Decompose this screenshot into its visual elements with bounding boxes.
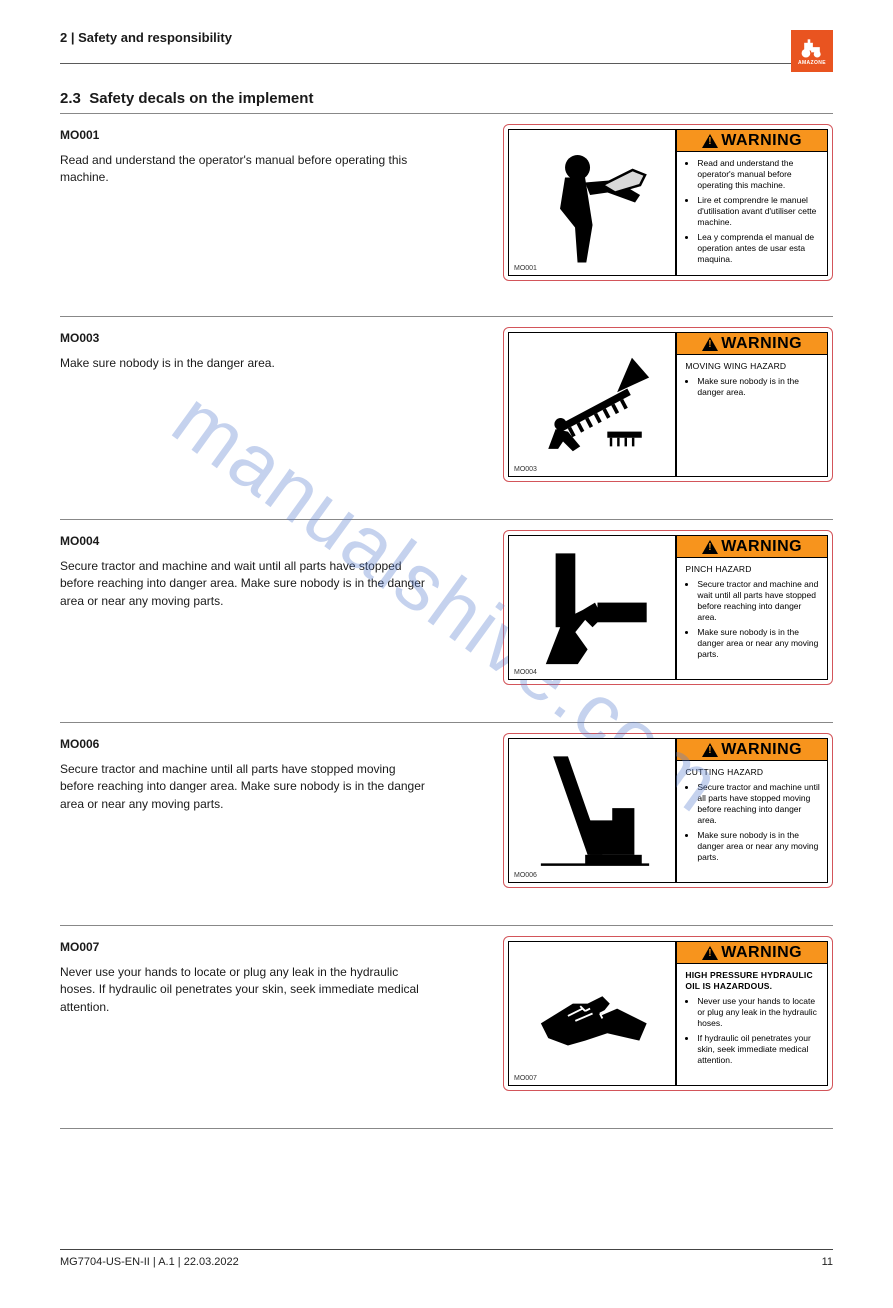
decal-ref: MO003 <box>60 331 430 345</box>
warning-word: WARNING <box>721 741 802 759</box>
mocode-text: MO006 <box>513 872 538 879</box>
warning-label: MO001 WARNING Read and understand the op… <box>503 124 833 281</box>
section-number: 2.3 <box>60 90 81 107</box>
decal-row: MO007 Never use your hands to locate or … <box>60 925 833 1128</box>
warning-bullet: Make sure nobody is in the danger area. <box>697 376 821 398</box>
section-title: Safety decals on the implement <box>89 90 313 107</box>
warning-bullet: Make sure nobody is in the danger area o… <box>697 627 821 660</box>
decal-desc: Make sure nobody is in the danger area. <box>60 355 430 372</box>
alert-icon <box>702 337 718 351</box>
decal-ref: MO001 <box>60 128 430 142</box>
warning-word: WARNING <box>721 335 802 353</box>
warning-label: MO007 WARNING HIGH PRESSURE HYDRAULIC OI… <box>503 936 833 1091</box>
warning-pictogram: MO006 <box>508 738 676 883</box>
warning-body: HIGH PRESSURE HYDRAULIC OIL IS HAZARDOUS… <box>677 964 827 1076</box>
decal-desc: Secure tractor and machine until all par… <box>60 761 430 813</box>
warning-body: MOVING WING HAZARD Make sure nobody is i… <box>677 355 827 408</box>
mocode-text: MO007 <box>513 1075 538 1082</box>
warning-body: Read and understand the operator's manua… <box>677 152 827 275</box>
warning-bullet: Lire et comprendre le manuel d'utilisati… <box>697 195 821 228</box>
warning-body: CUTTING HAZARD Secure tractor and machin… <box>677 761 827 873</box>
decal-ref: MO007 <box>60 940 430 954</box>
warning-pictogram: MO003 <box>508 332 676 477</box>
warning-word: WARNING <box>721 132 802 150</box>
warning-bullet: Secure tractor and machine and wait unti… <box>697 579 821 623</box>
alert-icon <box>702 134 718 148</box>
warning-subhead: PINCH HAZARD <box>685 564 821 575</box>
warning-pictogram: MO007 <box>508 941 676 1086</box>
warning-label: MO003 WARNING MOVING WING HAZARD Make su… <box>503 327 833 482</box>
brand-text: AMAZONE <box>798 60 826 66</box>
decal-ref: MO004 <box>60 534 430 548</box>
alert-icon <box>702 946 718 960</box>
decal-row: MO006 Secure tractor and machine until a… <box>60 722 833 925</box>
warning-header: WARNING <box>677 130 827 152</box>
decal-desc: Read and understand the operator's manua… <box>60 152 430 187</box>
warning-header: WARNING <box>677 536 827 558</box>
page-footer: MG7704-US-EN-II | A.1 | 22.03.2022 11 <box>60 1249 833 1268</box>
warning-pictogram: MO004 <box>508 535 676 680</box>
warning-subhead: MOVING WING HAZARD <box>685 361 821 372</box>
warning-bullet: Secure tractor and machine until all par… <box>697 782 821 826</box>
warning-bullet: Lea y comprenda el manual de operation a… <box>697 232 821 265</box>
warning-subhead: HIGH PRESSURE HYDRAULIC OIL IS HAZARDOUS… <box>685 970 821 992</box>
decal-desc: Never use your hands to locate or plug a… <box>60 964 430 1016</box>
warning-word: WARNING <box>721 538 802 556</box>
chapter-heading: 2 | Safety and responsibility <box>60 30 833 45</box>
footer-left: MG7704-US-EN-II | A.1 | 22.03.2022 <box>60 1256 239 1268</box>
warning-label: MO006 WARNING CUTTING HAZARD Secure trac… <box>503 733 833 888</box>
warning-label: MO004 WARNING PINCH HAZARD Secure tracto… <box>503 530 833 685</box>
alert-icon <box>702 540 718 554</box>
mocode-text: MO001 <box>513 265 538 272</box>
decal-row: MO003 Make sure nobody is in the danger … <box>60 316 833 519</box>
top-rule <box>60 63 833 64</box>
warning-header: WARNING <box>677 942 827 964</box>
section-bottom-rule <box>60 1128 833 1129</box>
decal-row: MO004 Secure tractor and machine and wai… <box>60 519 833 722</box>
warning-bullet: Never use your hands to locate or plug a… <box>697 996 821 1029</box>
warning-bullet: If hydraulic oil penetrates your skin, s… <box>697 1033 821 1066</box>
warning-bullet: Read and understand the operator's manua… <box>697 158 821 191</box>
warning-body: PINCH HAZARD Secure tractor and machine … <box>677 558 827 670</box>
warning-bullet: Make sure nobody is in the danger area o… <box>697 830 821 863</box>
brand-logo: AMAZONE <box>791 30 833 72</box>
warning-pictogram: MO001 <box>508 129 676 276</box>
decal-ref: MO006 <box>60 737 430 751</box>
mocode-text: MO004 <box>513 669 538 676</box>
footer-page-number: 11 <box>822 1256 833 1268</box>
warning-subhead: CUTTING HAZARD <box>685 767 821 778</box>
alert-icon <box>702 743 718 757</box>
section-heading: 2.3 Safety decals on the implement <box>60 90 833 107</box>
warning-header: WARNING <box>677 739 827 761</box>
warning-header: WARNING <box>677 333 827 355</box>
decal-row: MO001 Read and understand the operator's… <box>60 113 833 316</box>
mocode-text: MO003 <box>513 466 538 473</box>
warning-word: WARNING <box>721 944 802 962</box>
decal-desc: Secure tractor and machine and wait unti… <box>60 558 430 610</box>
